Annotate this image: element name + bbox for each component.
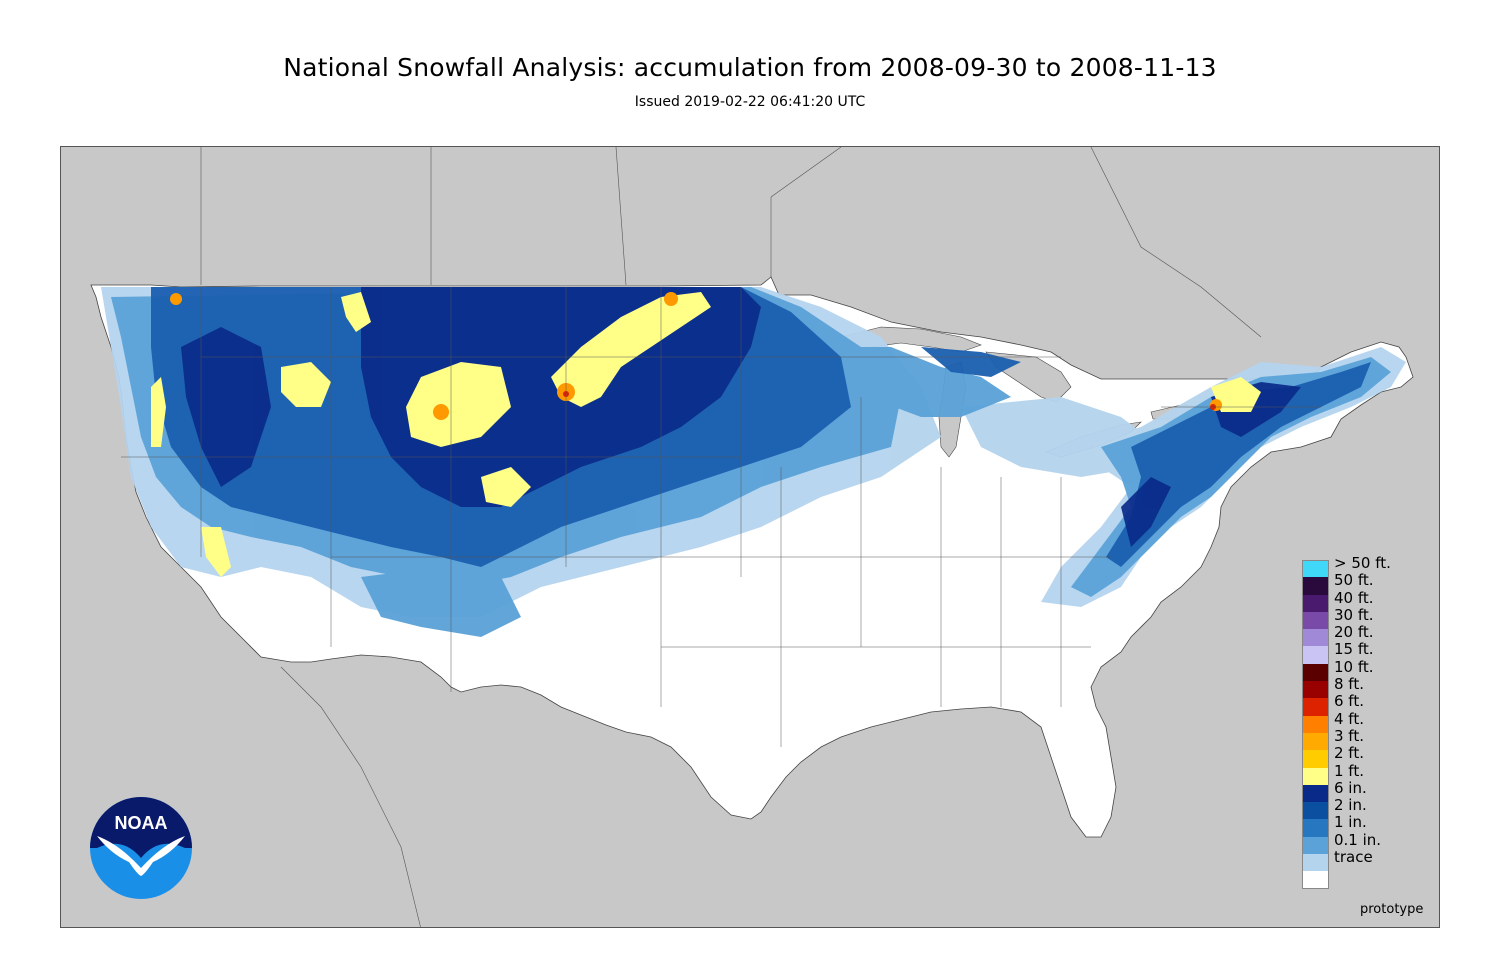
map-canvas: [90, 147, 1414, 927]
legend-swatch: [1302, 577, 1329, 595]
issued-timestamp: Issued 2019-02-22 06:41:20 UTC: [634, 94, 866, 110]
legend-swatch: [1302, 750, 1329, 768]
legend-swatch: [1302, 871, 1329, 889]
legend-label: 15 ft.: [1334, 640, 1374, 659]
legend-swatch: [1302, 854, 1329, 872]
prototype-watermark: prototype: [1360, 902, 1424, 917]
legend-label: 3 ft.: [1334, 726, 1364, 745]
legend-label: 6 in.: [1334, 778, 1367, 797]
legend-label: 0.1 in.: [1334, 830, 1382, 849]
legend-swatch: [1302, 560, 1329, 578]
legend-label: 2 ft.: [1334, 744, 1364, 763]
legend-label: 10 ft.: [1334, 657, 1374, 676]
legend-swatch: [1302, 836, 1329, 855]
legend-label: 4 ft.: [1334, 709, 1364, 728]
map-title: National Snowfall Analysis: accumulation…: [283, 53, 1217, 82]
legend-label: 1 in.: [1334, 813, 1367, 832]
legend-label: 50 ft.: [1334, 571, 1374, 590]
legend-label: 20 ft.: [1334, 623, 1374, 642]
legend-swatch: [1302, 681, 1329, 699]
legend-swatch: [1302, 767, 1329, 785]
legend-label: 2 in.: [1334, 796, 1367, 815]
international-lines: [200, 147, 1262, 927]
seagull-icon: [97, 836, 185, 876]
legend-label: 1 ft.: [1334, 761, 1364, 780]
legend-label: > 50 ft.: [1334, 554, 1391, 572]
legend-swatch: [1302, 646, 1329, 664]
legend-label: 6 ft.: [1334, 692, 1364, 711]
snow-2to4ft: [170, 292, 1222, 420]
noaa-logo: NOAA: [90, 797, 192, 899]
logo-text: NOAA: [115, 813, 168, 833]
legend-swatch: [1302, 784, 1329, 803]
legend-swatch: [1302, 629, 1329, 647]
legend-swatch: [1302, 663, 1329, 682]
snowfall-map: [60, 146, 1440, 928]
legend-swatch: [1302, 698, 1329, 716]
snow-1ft: [151, 292, 1261, 577]
legend-label: 30 ft.: [1334, 605, 1374, 624]
legend-swatch: [1302, 611, 1329, 630]
legend-label: 8 ft.: [1334, 675, 1364, 694]
legend-swatch: [1302, 715, 1329, 733]
legend-swatch: [1302, 732, 1329, 751]
legend-label: trace: [1334, 848, 1373, 867]
legend-swatch: [1302, 594, 1329, 612]
legend-label: 40 ft.: [1334, 588, 1374, 607]
state-borders: [121, 287, 1321, 747]
legend-swatch: [1302, 819, 1329, 837]
legend-swatch: [1302, 802, 1329, 820]
logo-top: [90, 797, 192, 858]
